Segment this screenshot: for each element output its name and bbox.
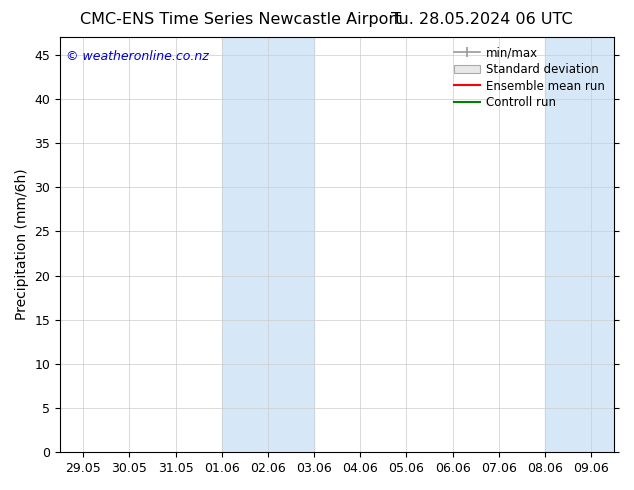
Text: CMC-ENS Time Series Newcastle Airport: CMC-ENS Time Series Newcastle Airport bbox=[81, 12, 401, 27]
Legend: min/max, Standard deviation, Ensemble mean run, Controll run: min/max, Standard deviation, Ensemble me… bbox=[450, 43, 608, 113]
Y-axis label: Precipitation (mm/6h): Precipitation (mm/6h) bbox=[15, 169, 29, 320]
Bar bbox=[222, 37, 314, 452]
Text: Tu. 28.05.2024 06 UTC: Tu. 28.05.2024 06 UTC bbox=[391, 12, 573, 27]
Text: © weatheronline.co.nz: © weatheronline.co.nz bbox=[66, 49, 209, 63]
Bar bbox=[545, 37, 614, 452]
